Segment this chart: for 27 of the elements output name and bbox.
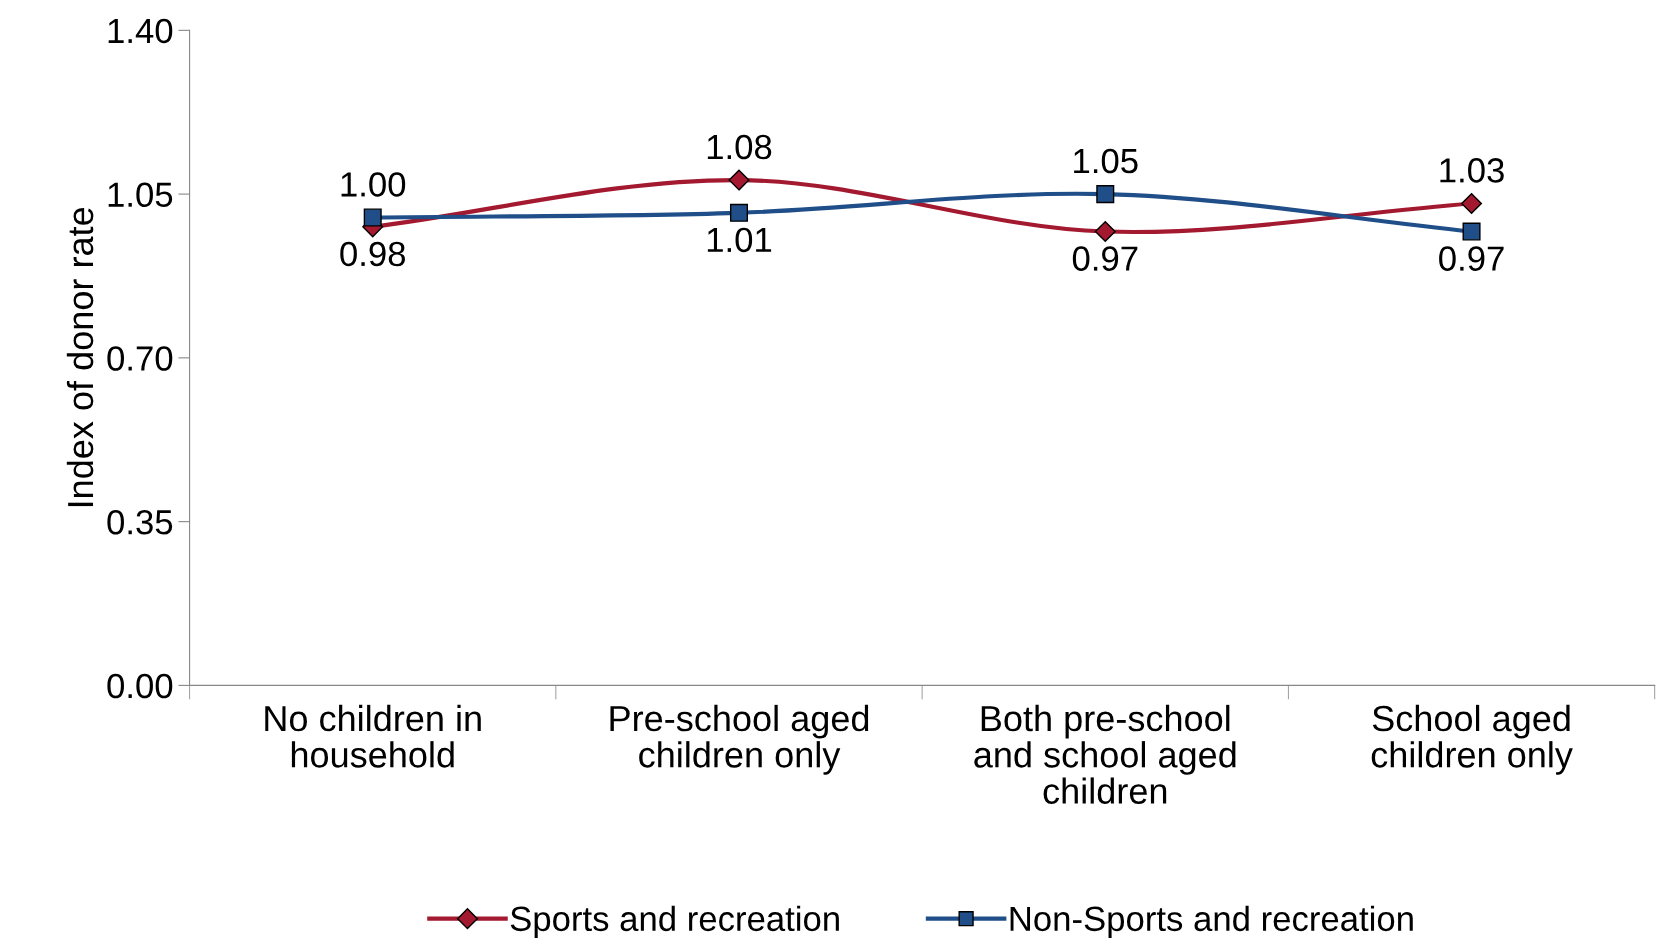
x-tick-label: No children in household (265, 704, 481, 768)
data-label: 0.98 (340, 241, 405, 267)
x-tick-label: Both pre-school and school aged children (974, 704, 1236, 804)
data-label: 0.97 (1439, 246, 1504, 271)
data-label: 0.97 (1072, 246, 1138, 271)
point (1462, 222, 1481, 241)
data-label: 1.03 (1440, 158, 1504, 183)
point (728, 169, 750, 191)
point (729, 203, 749, 222)
data-label: 1.00 (341, 172, 406, 197)
x-tick-label: Pre-school aged children only (610, 704, 869, 775)
y-tick-label: 1.40 (108, 18, 173, 44)
point (363, 208, 382, 227)
point (1461, 192, 1483, 214)
x-tick-label: School aged children only (1371, 704, 1573, 775)
point (1096, 185, 1115, 204)
data-label: 1.01 (707, 227, 772, 253)
legend-label: Non-Sports and recreation (1010, 905, 1413, 939)
y-tick-label: 0.00 (107, 673, 173, 699)
legend-label: Sports and recreation (510, 905, 839, 939)
data-label: 1.05 (1074, 148, 1138, 174)
y-tick-label: 1.05 (108, 182, 173, 208)
data-label: 1.08 (707, 134, 772, 160)
y-tick-label: 0.35 (107, 509, 173, 535)
y-tick-label: 0.70 (107, 346, 173, 371)
point (1094, 221, 1116, 243)
y-axis-title: Index of donor rate (66, 207, 94, 507)
